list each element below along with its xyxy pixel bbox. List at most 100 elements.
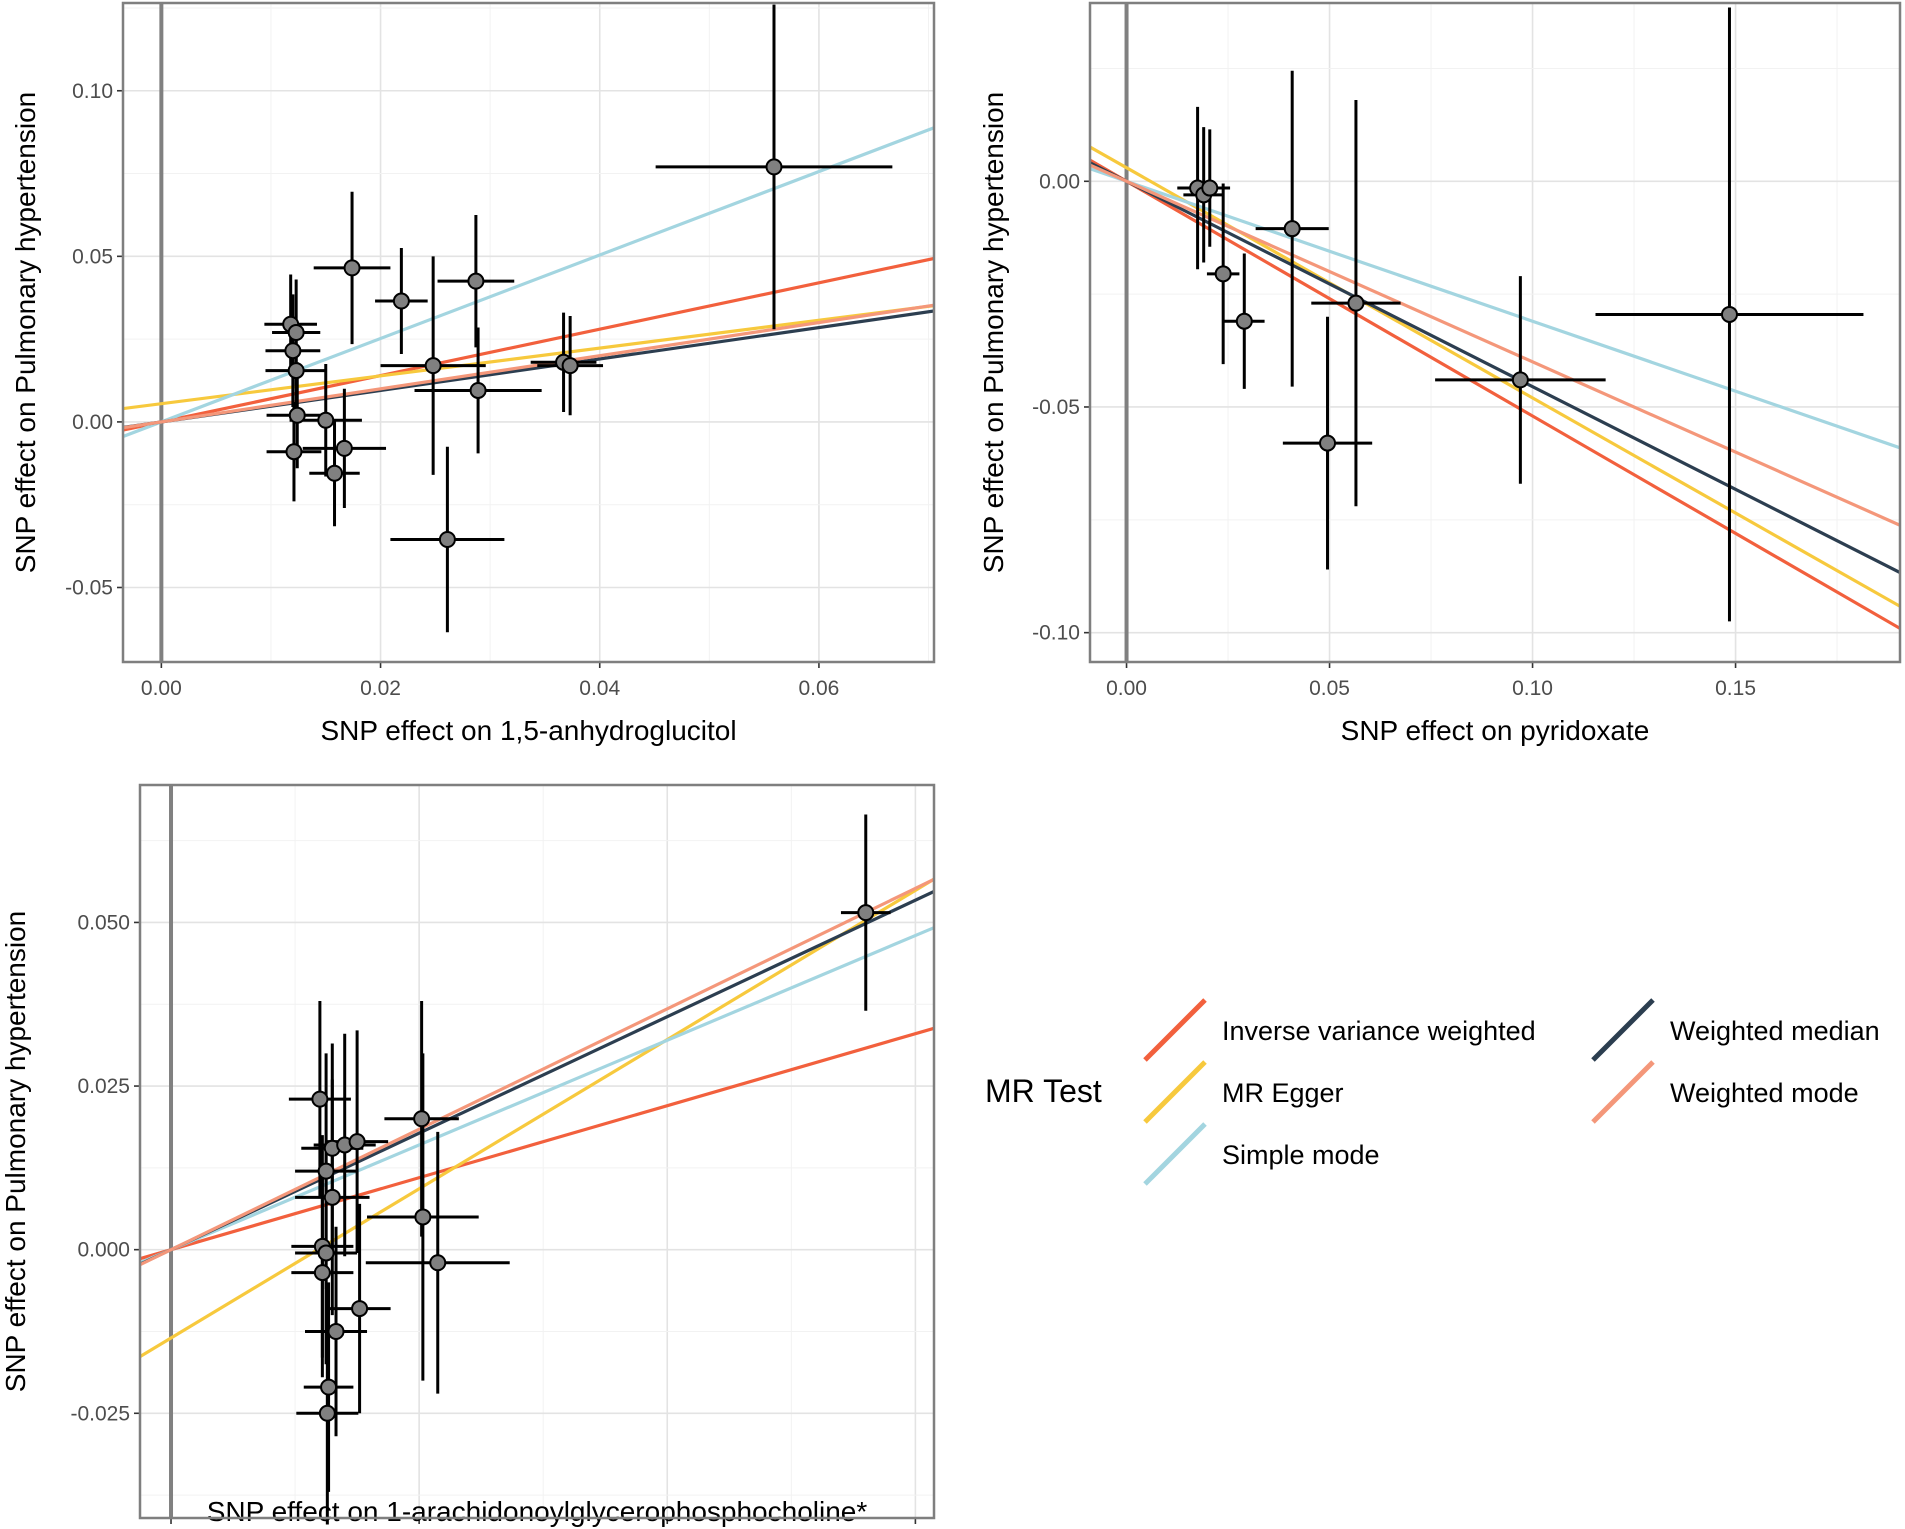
y-axis-title: SNP effect on Pulmonary hypertension (0, 911, 31, 1392)
snp-point (326, 464, 344, 482)
x-axis-title: SNP effect on 1-arachidonoylglycerophosp… (207, 1496, 868, 1527)
axis-ticks: 0.00 0.02 0.04 0.06 -0.05 0.00 0.05 0.10 (65, 80, 839, 700)
fit-line-egger (140, 877, 934, 1359)
y-tick-label: -0.05 (1032, 396, 1080, 419)
snp-points (1189, 179, 1738, 452)
legend-key-ivw (1143, 998, 1207, 1062)
y-tick-label: 0.00 (72, 411, 113, 434)
legend-label-weighted-mode: Weighted mode (1670, 1078, 1859, 1108)
snp-point (414, 1208, 432, 1226)
snp-point (327, 1322, 345, 1340)
snp-point (287, 362, 305, 380)
fit-line-weighted-mode (123, 303, 934, 430)
y-tick-label: 0.10 (72, 80, 113, 103)
fit-line-simple-mode (1090, 167, 1900, 450)
x-tick-label: 0.04 (579, 677, 620, 700)
snp-point (343, 259, 361, 277)
gridlines (140, 785, 934, 1518)
snp-point (392, 292, 410, 310)
x-tick-label: 0.10 (1512, 677, 1553, 700)
snp-point (1511, 371, 1529, 389)
y-tick-label: -0.10 (1032, 622, 1080, 645)
fit-line-ivw (123, 256, 934, 432)
snp-point (348, 1133, 366, 1151)
snp-point (561, 357, 579, 375)
y-tick-label: -0.025 (70, 1402, 130, 1425)
snp-point (429, 1254, 447, 1272)
legend-label-simple-mode: Simple mode (1222, 1140, 1380, 1170)
y-axis-title: SNP effect on Pulmonary hypertension (10, 92, 41, 573)
legend-label-ivw: Inverse variance weighted (1222, 1016, 1536, 1046)
mr-fit-lines (123, 126, 934, 439)
fit-line-simple-mode (123, 126, 934, 439)
snp-point (424, 357, 442, 375)
snp-point (288, 406, 306, 424)
x-tick-label: 0.02 (360, 677, 401, 700)
legend-label-egger: MR Egger (1222, 1078, 1344, 1108)
fit-line-simple-mode (140, 926, 934, 1265)
snp-point (413, 1110, 431, 1128)
snp-point (1235, 312, 1253, 330)
legend-key-weighted-mode (1591, 1060, 1655, 1124)
snp-point (320, 1378, 338, 1396)
legend: MR Test Inverse variance weighted MR Egg… (985, 998, 1880, 1186)
y-tick-label: 0.000 (77, 1239, 130, 1262)
panel-border (138, 783, 936, 1520)
snp-point (1283, 220, 1301, 238)
fit-line-weighted-mode (1090, 163, 1900, 527)
snp-point (1319, 434, 1337, 452)
x-axis-title: SNP effect on 1,5-anhydroglucitol (320, 715, 736, 746)
panel-background (1090, 3, 1900, 662)
y-axis-title: SNP effect on Pulmonary hypertension (978, 92, 1009, 573)
x-tick-label: 0.06 (798, 677, 839, 700)
snp-point (1720, 305, 1738, 323)
fit-line-ivw (140, 1026, 934, 1261)
legend-key-simple-mode (1143, 1122, 1207, 1186)
snp-point (1201, 179, 1219, 197)
gridlines (1090, 3, 1900, 662)
snp-point (323, 1188, 341, 1206)
snp-point (287, 324, 305, 341)
legend-title: MR Test (985, 1073, 1102, 1109)
snp-point (351, 1300, 369, 1318)
snp-point (1347, 294, 1365, 312)
snp-point (285, 443, 303, 461)
snp-point (467, 272, 485, 290)
snp-point (317, 1162, 335, 1180)
fit-line-weighted-median (1090, 161, 1900, 574)
snp-point (313, 1264, 331, 1282)
panel-pyridoxate: 0.00 0.05 0.10 0.15 -0.10 -0.05 0.00 SNP effec… (978, 1, 1902, 746)
gridlines (123, 3, 934, 662)
mr-fit-lines (1090, 145, 1900, 630)
legend-label-weighted-median: Weighted median (1670, 1016, 1880, 1046)
panel-background (123, 3, 934, 662)
snp-point (857, 904, 875, 922)
snp-point (1214, 265, 1232, 283)
y-tick-label: 0.025 (77, 1075, 130, 1098)
mr-fit-lines (140, 877, 934, 1359)
panel-background (140, 785, 934, 1518)
x-tick-label: 0.00 (1106, 677, 1147, 700)
snp-points (282, 158, 783, 548)
snp-point (317, 1244, 335, 1262)
panel-anhydroglucitol: 0.00 0.02 0.04 0.06 -0.05 0.00 0.05 0.10 SNP ef… (10, 1, 936, 746)
fit-line-egger (123, 304, 934, 411)
snp-point (311, 1090, 329, 1108)
axis-ticks: 0.00 0.05 0.10 0.15 -0.10 -0.05 0.00 (1032, 170, 1756, 700)
y-tick-label: 0.05 (72, 245, 113, 268)
x-tick-label: 0.05 (1309, 677, 1350, 700)
snp-point (469, 381, 487, 399)
x-tick-label: 0.15 (1715, 677, 1756, 700)
snp-point (317, 411, 335, 429)
snp-points (311, 904, 875, 1422)
x-tick-label: 0.00 (141, 677, 182, 700)
snp-point (318, 1404, 336, 1422)
panel-border (1088, 1, 1902, 664)
x-axis-title: SNP effect on pyridoxate (1341, 715, 1650, 746)
snp-point (765, 158, 783, 176)
y-tick-label: -0.05 (65, 576, 113, 599)
legend-key-weighted-median (1591, 998, 1655, 1062)
